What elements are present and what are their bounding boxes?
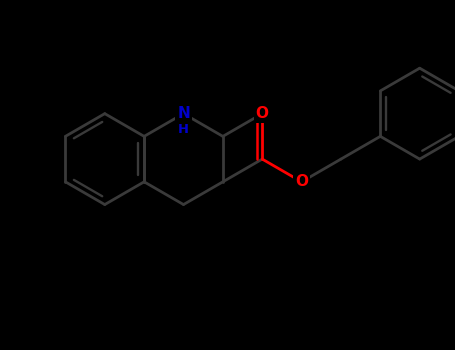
Text: N: N (177, 106, 190, 121)
Text: H: H (178, 123, 189, 136)
Text: O: O (256, 106, 269, 121)
Text: O: O (295, 174, 308, 189)
